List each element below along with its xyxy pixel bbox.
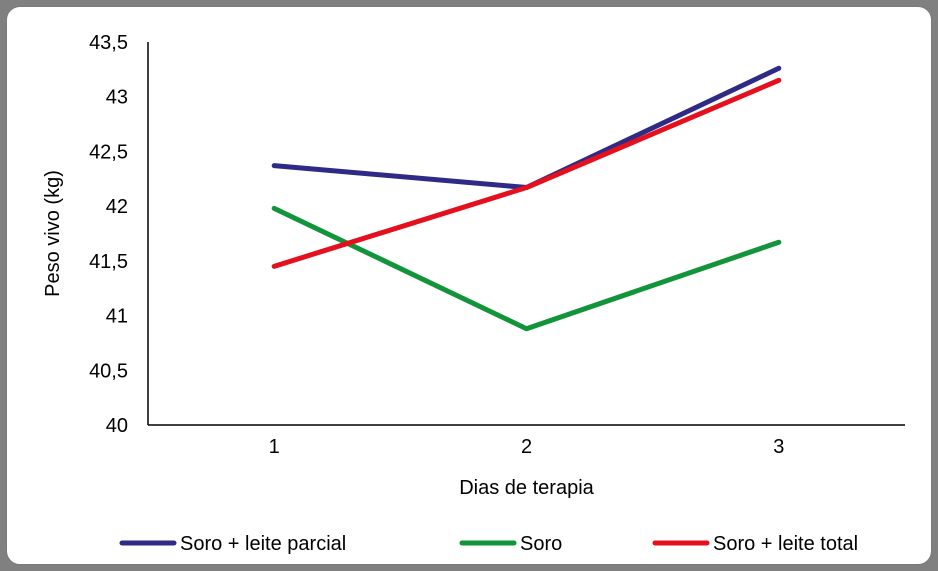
y-tick-label: 41 <box>106 306 128 328</box>
y-tick-label: 43 <box>106 87 128 109</box>
y-tick-label: 41,5 <box>89 251 128 273</box>
y-axis: 40 40,5 41 41,5 42 42,5 43 43,5 <box>89 32 149 437</box>
series-line-3 <box>271 77 782 269</box>
x-axis-title: Dias de terapia <box>459 477 594 499</box>
legend: Soro + leite parcial Soro Soro + leite tot… <box>119 533 858 555</box>
x-tick-label: 3 <box>773 436 784 458</box>
legend-label: Soro + leite total <box>713 533 858 555</box>
series-line-2 <box>271 205 782 332</box>
y-axis-title: Peso vivo (kg) <box>42 170 64 297</box>
series-line-1 <box>271 65 782 191</box>
series-lines <box>271 65 782 332</box>
y-tick-label: 42,5 <box>89 141 128 163</box>
y-tick-label: 43,5 <box>89 32 128 54</box>
x-tick-label: 1 <box>269 436 280 458</box>
x-tick-label: 2 <box>521 436 532 458</box>
legend-label: Soro + leite parcial <box>180 533 346 555</box>
legend-label: Soro <box>520 533 562 555</box>
y-tick-label: 42 <box>106 196 128 218</box>
chart-panel <box>6 6 932 565</box>
x-axis: 1 2 3 <box>148 424 905 458</box>
y-tick-label: 40 <box>106 415 128 437</box>
y-tick-label: 40,5 <box>89 360 128 382</box>
